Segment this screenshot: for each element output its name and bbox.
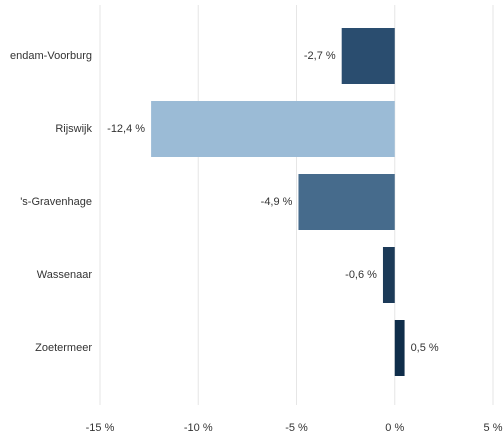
- x-tick-label: 5 %: [484, 422, 503, 434]
- x-tick-label: 0 %: [385, 422, 404, 434]
- y-tick-label: Zoetermeer: [35, 342, 92, 354]
- y-tick-label: 's-Gravenhage: [20, 196, 92, 208]
- value-label: -0,6 %: [345, 269, 377, 281]
- y-tick-label: Rijswijk: [55, 123, 92, 135]
- bar: [151, 101, 395, 157]
- x-tick-label: -15 %: [86, 422, 115, 434]
- bar: [298, 174, 395, 230]
- value-label: 0,5 %: [411, 342, 439, 354]
- value-label: -4,9 %: [261, 196, 293, 208]
- x-tick-label: -10 %: [184, 422, 213, 434]
- value-label: -12,4 %: [107, 123, 145, 135]
- y-tick-label: endam-Voorburg: [10, 50, 92, 62]
- bar: [394, 320, 405, 376]
- value-label: -2,7 %: [304, 50, 336, 62]
- y-tick-label: Wassenaar: [37, 269, 93, 281]
- bar: [341, 28, 395, 84]
- x-tick-label: -5 %: [285, 422, 308, 434]
- bar: [382, 247, 395, 303]
